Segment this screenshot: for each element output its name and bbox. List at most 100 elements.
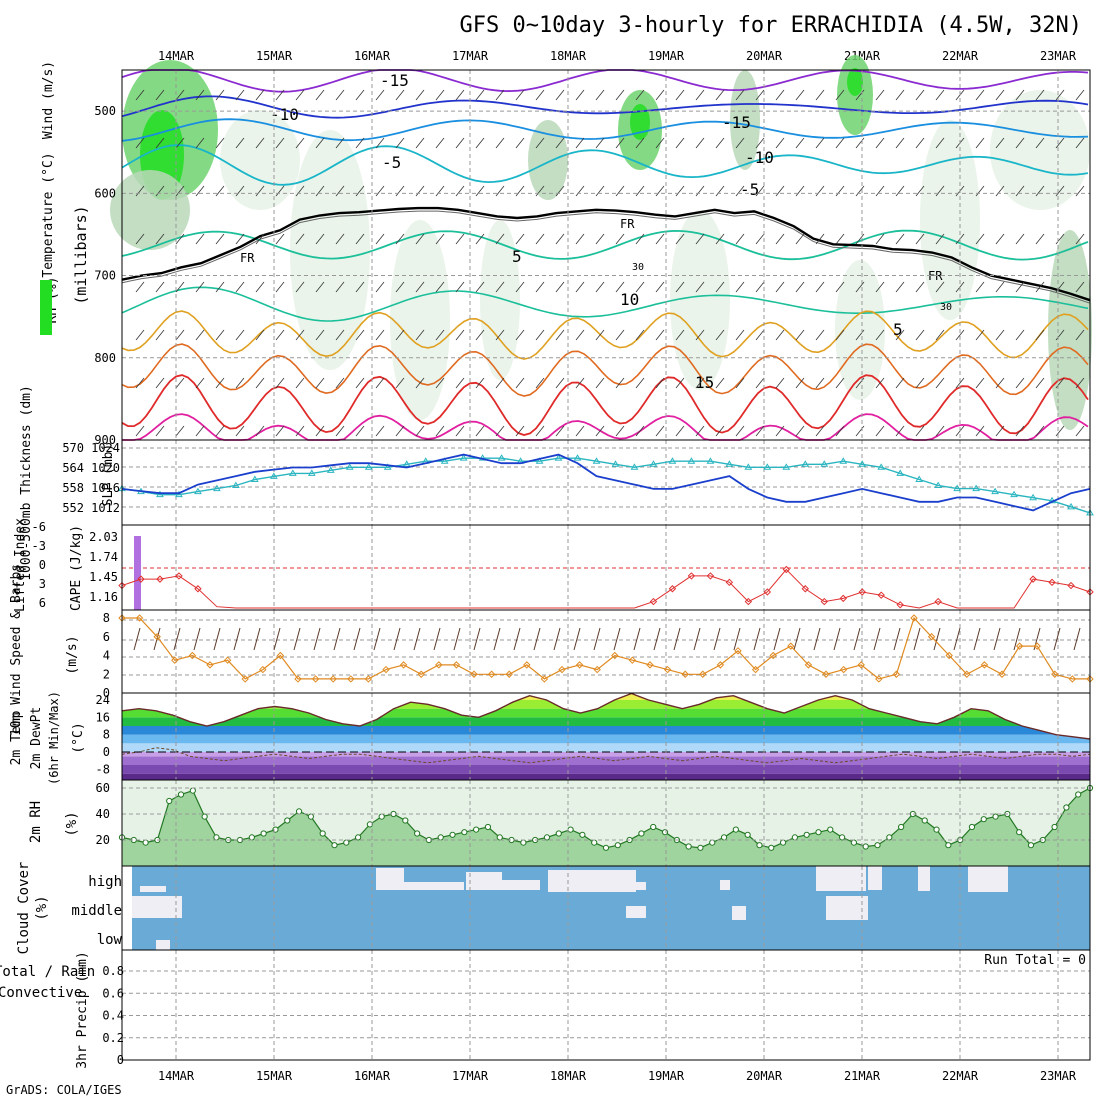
upper-wind-barb [1035,329,1045,341]
rh2m-data-point [602,844,610,851]
upper-wind-barb [235,89,245,101]
wind-speed-data-point [311,675,320,683]
clear-sky-block [720,880,730,890]
upper-wind-barb [855,137,865,149]
upper-wind-barb [555,233,565,245]
date-label-top: 18MAR [550,49,587,63]
upper-wind-barb [775,89,785,101]
wind-speed-data-point [452,661,461,669]
upper-wind-barb [835,281,845,293]
lifted-index-data-point [858,588,866,596]
upper-wind-barb [635,329,645,341]
surface-wind-barb [933,627,941,651]
surface-wind-barb [1013,627,1021,651]
lifted-index-data-point [763,588,772,596]
upper-wind-barb [595,89,605,101]
rh2m-data-point [709,839,716,846]
lifted-index-data-point [668,585,677,593]
isotherm-plus15 [121,343,1089,397]
upper-wind-barb [735,329,745,341]
wind-speed-data-point [223,656,232,664]
upper-wind-barb [355,281,365,293]
upper-wind-barb [535,281,545,293]
rh2m-area-fill [122,788,1090,866]
upper-wind-barb [1015,425,1025,437]
wind-speed-data-point [769,651,777,660]
rh2m-data-point [886,834,893,841]
upper-wind-barb [775,377,785,389]
surface-wind-barb [613,627,621,651]
wind-speed-data-point [347,675,355,683]
rh2m-data-point [331,842,338,849]
upper-wind-barb [635,89,645,101]
lifted-index-data-point [1067,581,1075,590]
upper-wind-barb [715,425,725,437]
upper-wind-barb [155,329,165,341]
wind-speed-data-point [1015,642,1024,650]
upper-wind-barb [335,137,345,149]
surface-wind-barb [493,627,501,651]
upper-wind-barb [575,329,585,341]
wind-speed-data-point [487,670,496,678]
upper-wind-barb [695,329,705,341]
precip-tick-label: 0.4 [102,1009,124,1023]
upper-wind-barb [815,425,825,437]
wind-speed-data-point [857,661,865,669]
rh2m-data-point [815,829,822,836]
upper-wind-barb [435,329,445,341]
upper-wind-barb [195,329,205,341]
upper-wind-barb [995,425,1005,437]
wind-speed-data-point [505,670,513,678]
rh2m-data-point [295,808,303,815]
upper-wind-barb [215,329,225,341]
surface-wind-barb [553,627,561,651]
upper-wind-barb [795,329,805,341]
rh2m-data-point [850,839,858,846]
upper-wind-barb [835,329,845,341]
surface-wind-barb [733,627,741,651]
upper-wind-barb [915,233,925,245]
rh2m-data-point [366,821,374,828]
lifted-index-tick-label: 0 [39,558,46,572]
upper-wind-barb [575,137,585,149]
upper-wind-barb [475,233,485,245]
upper-wind-barb [535,425,545,437]
temperature-color-band [122,752,1090,757]
clear-sky-block [404,882,464,890]
upper-wind-barb [435,233,445,245]
cloud-level-label: high [88,874,122,890]
thickness-data-point [820,460,829,467]
upper-wind-barb [235,185,245,197]
upper-wind-barb [535,329,545,341]
upper-wind-barb [135,329,145,341]
upper-wind-barb [915,89,925,101]
upper-wind-barb [595,329,605,341]
lifted-index-tick-label: -6 [32,520,46,534]
upper-wind-barb [735,281,745,293]
upper-wind-barb [795,185,805,197]
upper-wind-barb [255,377,265,389]
upper-wind-barb [1035,185,1045,197]
thickness-data-point [592,457,601,464]
rh2m-data-point [248,834,255,841]
upper-wind-barb [375,281,385,293]
upper-wind-barb [155,137,165,149]
upper-wind-barb [255,137,265,149]
upper-wind-barb [975,89,985,101]
thickness-data-point [953,484,962,492]
upper-wind-barb [695,425,705,437]
surface-wind-barb [873,627,881,651]
surface-wind-barb [193,627,201,651]
upper-wind-barb [335,89,345,101]
lifted-index-data-point [156,575,164,583]
surface-wind-barb [793,627,801,651]
upper-wind-barb [515,137,525,149]
rh2m-data-point [201,813,208,820]
precip-tick-label: 0 [117,1053,124,1067]
lifted-index-data-point [839,594,847,603]
upper-wind-barb [775,233,785,245]
temperature-color-band [122,708,1090,718]
lifted-index-tick-label: 3 [39,577,46,591]
upper-wind-barb [835,137,845,149]
upper-wind-barb [935,377,945,389]
